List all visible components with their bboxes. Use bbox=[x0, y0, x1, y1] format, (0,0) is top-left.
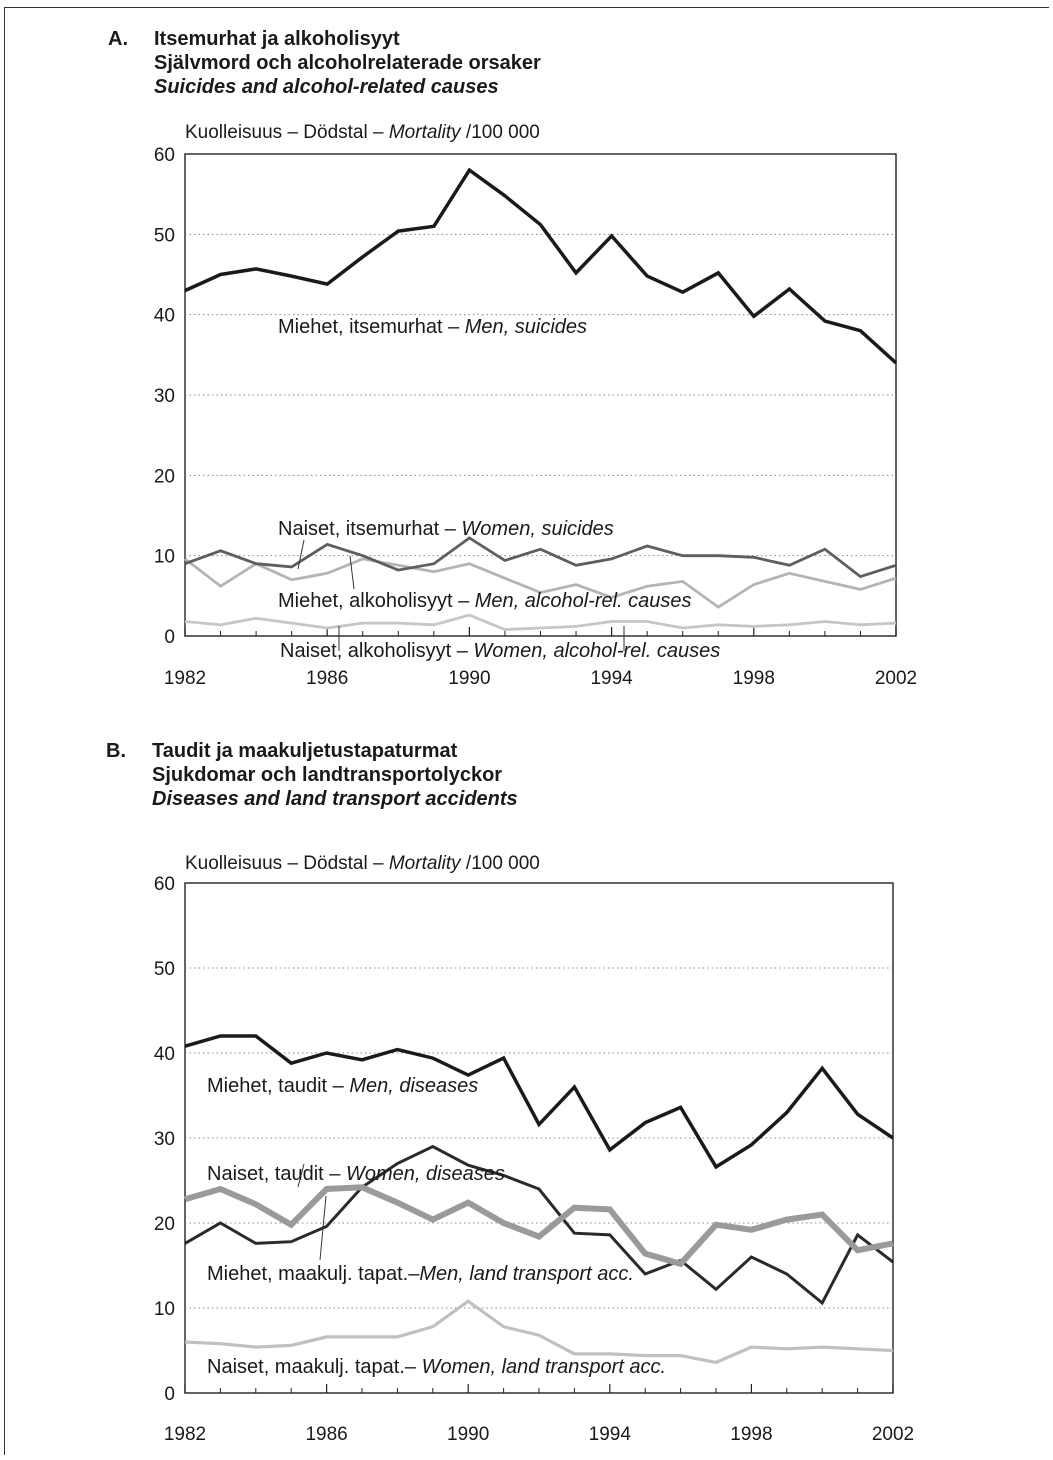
chart-a-series-label-2: Miehet, alkoholisyyt – Men, alcohol-rel.… bbox=[278, 590, 692, 612]
chart-a-series-line-1 bbox=[184, 536, 897, 579]
chart-b-ytick-label: 20 bbox=[154, 1214, 175, 1235]
chart-a-xtick-label: 1990 bbox=[448, 668, 490, 689]
chart-a-series-label-en-1: Women, suicides bbox=[461, 518, 613, 540]
chart-a-xtick-label: 1986 bbox=[306, 668, 348, 689]
chart-b-ytick-label: 60 bbox=[154, 874, 175, 895]
chart-a-xtick-label: 2002 bbox=[875, 668, 917, 689]
chart-b-series-label-fi-3: Naiset, maakulj. tapat.– bbox=[207, 1356, 422, 1378]
chart-a-ytick-label: 60 bbox=[154, 145, 175, 166]
chart-b-series-label-fi-0: Miehet, taudit – bbox=[207, 1075, 349, 1097]
chart-a-series-label-fi-2: Miehet, alkoholisyyt – bbox=[278, 590, 475, 612]
chart-b-plot-frame bbox=[184, 882, 894, 1394]
panel-b-title-en: Diseases and land transport accidents bbox=[152, 788, 518, 810]
chart-b-series-label-1: Naiset, taudit – Women, diseases bbox=[207, 1163, 505, 1185]
panel-b-title-sv: Sjukdomar och landtransportolyckor bbox=[152, 764, 503, 786]
chart-b-ylabel-italic: Mortality bbox=[389, 853, 462, 874]
chart-b-series-label-en-3: Women, land transport acc. bbox=[422, 1356, 667, 1378]
chart-a: 0 10 20 30 40 50 60 1982 1986 1990 1994 1998 2002 Kuo… bbox=[154, 122, 917, 689]
chart-b-series-label-en-1: Women, diseases bbox=[346, 1163, 505, 1185]
chart-a-ytick-label: 50 bbox=[154, 225, 175, 246]
chart-a-series-line-2 bbox=[184, 557, 897, 609]
chart-b-series-label-0: Miehet, taudit – Men, diseases bbox=[207, 1075, 478, 1097]
chart-a-series-label-1: Naiset, itsemurhat – Women, suicides bbox=[278, 518, 614, 540]
chart-a-legend-leader-2 bbox=[349, 555, 355, 590]
chart-b-ytick-label: 10 bbox=[154, 1299, 175, 1320]
chart-b-ytick-label: 30 bbox=[154, 1129, 175, 1150]
chart-b-series-line-1 bbox=[184, 1184, 894, 1268]
panel-b-title-fi: Taudit ja maakuljetustapaturmat bbox=[152, 740, 458, 762]
chart-b-series-line-2 bbox=[184, 1144, 894, 1306]
chart-a-ylabel: Kuolleisuus – Dödstal – Mortality /100 0… bbox=[185, 122, 540, 143]
chart-a-ytick-label: 10 bbox=[154, 547, 175, 568]
chart-a-ytick-label: 40 bbox=[154, 306, 175, 327]
chart-a-xtick-label: 1998 bbox=[733, 668, 775, 689]
panel-a-title-en: Suicides and alcohol-related causes bbox=[154, 76, 499, 98]
chart-b-ylabel: Kuolleisuus – Dödstal – Mortality /100 0… bbox=[185, 853, 540, 874]
chart-a-ytick-label: 0 bbox=[164, 627, 175, 648]
chart-b-ylabel-suffix: /100 000 bbox=[461, 853, 540, 874]
chart-a-xtick-label: 1982 bbox=[164, 668, 206, 689]
chart-a-series-line-0 bbox=[184, 167, 898, 365]
chart-b-xtick-label: 1994 bbox=[589, 1424, 632, 1445]
chart-b-xtick-label: 1990 bbox=[447, 1424, 489, 1445]
chart-b-ytick-label: 0 bbox=[164, 1384, 175, 1405]
chart-a-series-label-3: Naiset, alkoholisyyt – Women, alcohol-re… bbox=[280, 640, 720, 662]
chart-b-xtick-label: 2002 bbox=[872, 1424, 914, 1445]
chart-b-series-label-2: Miehet, maakulj. tapat.–Men, land transp… bbox=[207, 1263, 634, 1285]
panel-a-letter: A. bbox=[108, 28, 128, 50]
panel-a-title-fi: Itsemurhat ja alkoholisyyt bbox=[154, 28, 400, 50]
chart-b-series-line-0 bbox=[184, 1034, 894, 1170]
chart-b-series-label-en-2: Men, land transport acc. bbox=[419, 1263, 634, 1285]
chart-b-xtick-label: 1982 bbox=[164, 1424, 206, 1445]
chart-b-legend-leader-2 bbox=[319, 1195, 327, 1261]
chart-a-series-label-fi-1: Naiset, itsemurhat – bbox=[278, 518, 461, 540]
chart-a-ylabel-suffix: /100 000 bbox=[461, 122, 540, 143]
chart-b-series-line-3 bbox=[184, 1299, 894, 1365]
chart-b-series-label-3: Naiset, maakulj. tapat.– Women, land tra… bbox=[207, 1356, 666, 1378]
chart-a-xtick-label: 1994 bbox=[590, 668, 633, 689]
chart-a-ytick-label: 30 bbox=[154, 386, 175, 407]
chart-b-series-label-fi-1: Naiset, taudit – bbox=[207, 1163, 346, 1185]
chart-b-ylabel-prefix: Kuolleisuus – Dödstal – bbox=[185, 853, 389, 874]
chart-b-ytick-label: 50 bbox=[154, 959, 175, 980]
chart-a-legend-leader-1 bbox=[297, 539, 305, 570]
chart-a-series-label-fi-0: Miehet, itsemurhat – bbox=[278, 316, 465, 338]
chart-b-series-label-en-0: Men, diseases bbox=[349, 1075, 478, 1097]
panel-a-title-sv: Självmord och alcoholrelaterade orsaker bbox=[154, 52, 541, 74]
chart-b-series-label-fi-2: Miehet, maakulj. tapat.– bbox=[207, 1263, 420, 1285]
chart-b-xtick-label: 1998 bbox=[730, 1424, 772, 1445]
chart-b-xtick-label: 1986 bbox=[305, 1424, 347, 1445]
chart-a-ylabel-prefix: Kuolleisuus – Dödstal – bbox=[185, 122, 389, 143]
chart-a-ytick-label: 20 bbox=[154, 466, 175, 487]
chart-a-series-label-fi-3: Naiset, alkoholisyyt – bbox=[280, 640, 473, 662]
chart-b-ytick-label: 40 bbox=[154, 1044, 175, 1065]
panel-b-letter: B. bbox=[106, 740, 126, 762]
chart-a-series-label-en-2: Men, alcohol-rel. causes bbox=[475, 590, 692, 612]
chart-a-series-line-3 bbox=[184, 613, 897, 632]
chart-a-series-label-0: Miehet, itsemurhat – Men, suicides bbox=[278, 316, 587, 338]
chart-a-series-label-en-3: Women, alcohol-rel. causes bbox=[473, 640, 720, 662]
figure-frame bbox=[4, 7, 1049, 1455]
chart-a-series-label-en-0: Men, suicides bbox=[465, 316, 587, 338]
chart-b-legend-leader-1 bbox=[297, 1163, 305, 1188]
chart-a-ylabel-italic: Mortality bbox=[389, 122, 462, 143]
